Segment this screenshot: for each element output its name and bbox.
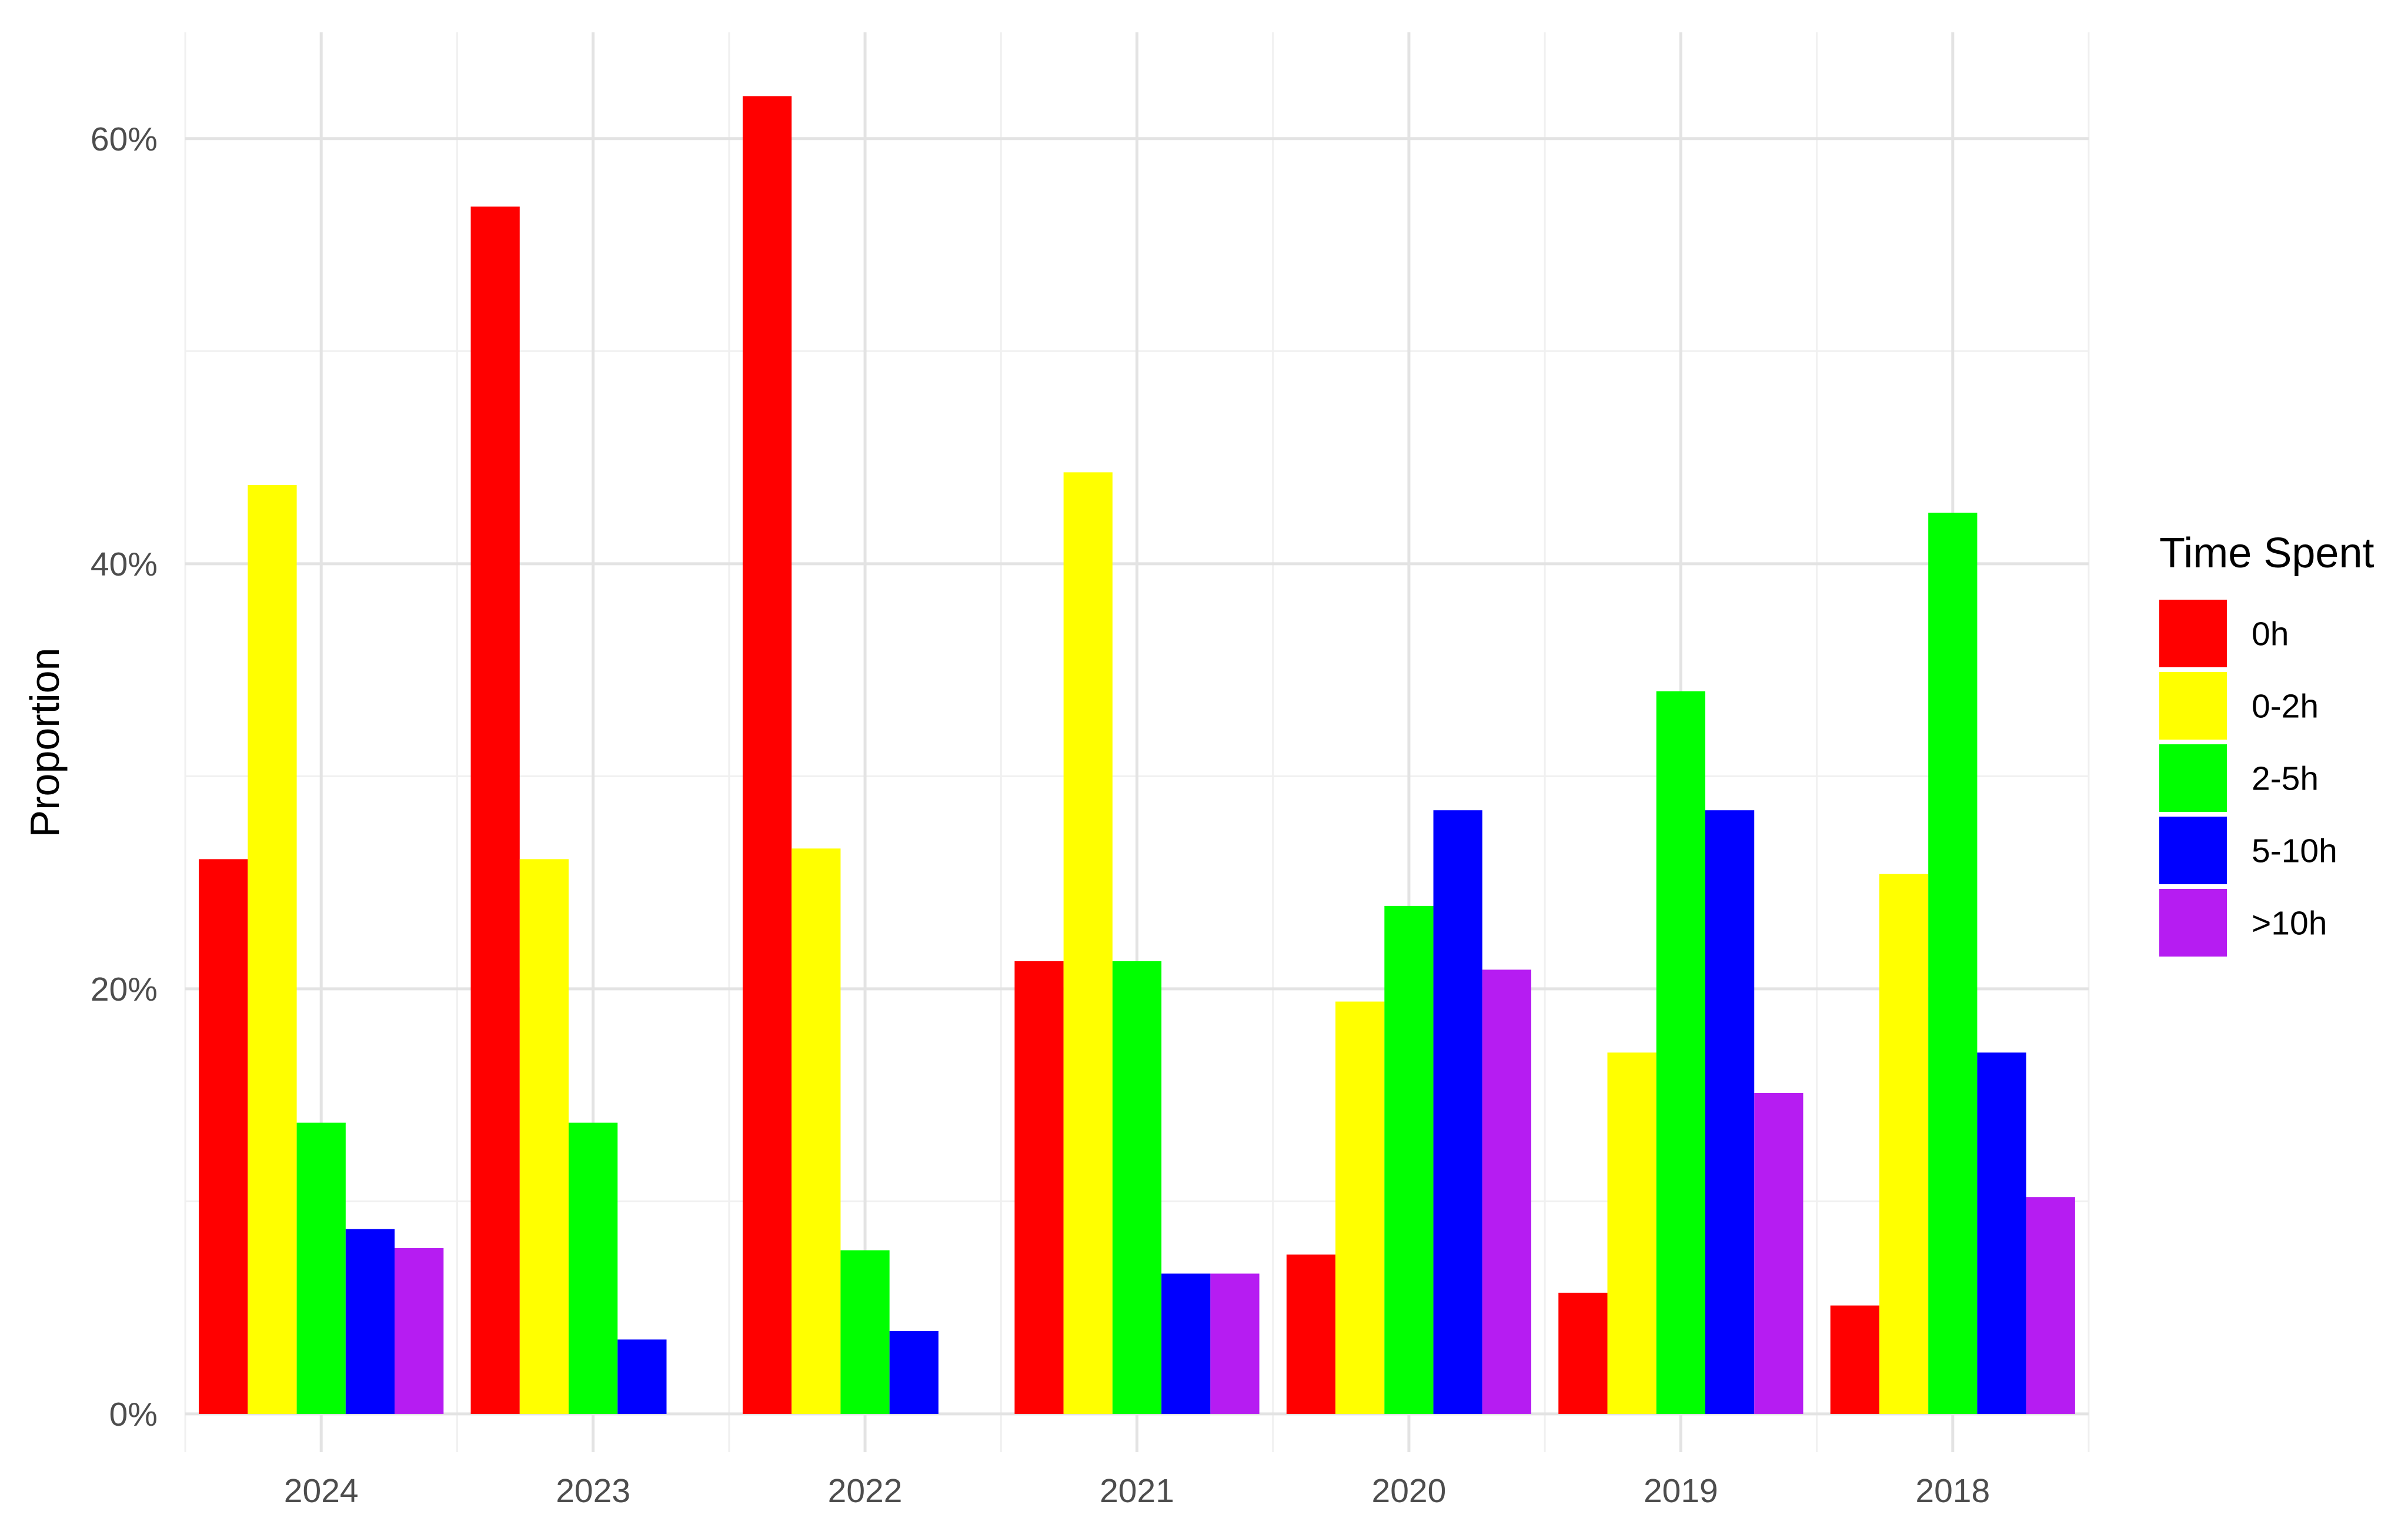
bar-2021-0-2h — [1063, 472, 1113, 1414]
bar-2020-5-10h — [1433, 810, 1482, 1414]
bar-2022-0h — [742, 96, 792, 1414]
x-tick-label: 2018 — [1915, 1472, 1990, 1510]
bar-2018->10h — [2026, 1197, 2075, 1414]
bar-2019-0-2h — [1607, 1052, 1656, 1414]
bar-2018-5-10h — [1977, 1052, 2026, 1414]
y-tick-label: 60% — [91, 121, 158, 158]
legend-title: Time Spent — [2159, 530, 2374, 577]
bar-2021-5-10h — [1161, 1273, 1211, 1414]
bar-2024-0h — [199, 859, 248, 1414]
legend-key->10h — [2159, 889, 2227, 957]
x-tick-label: 2021 — [1100, 1472, 1174, 1510]
x-tick-label: 2024 — [284, 1472, 359, 1510]
bar-2018-0-2h — [1879, 874, 1929, 1414]
x-tick-label: 2020 — [1372, 1472, 1447, 1510]
bar-2019-5-10h — [1705, 810, 1755, 1414]
bar-2021-2-5h — [1112, 961, 1162, 1414]
legend-label: 0h — [2252, 616, 2289, 653]
bar-2023-2-5h — [569, 1122, 618, 1414]
legend-key-2-5h — [2159, 744, 2227, 812]
y-tick-label: 40% — [91, 546, 158, 583]
legend-label: 2-5h — [2252, 760, 2319, 798]
bar-2023-0h — [470, 206, 520, 1414]
bar-2021->10h — [1210, 1273, 1260, 1414]
bar-2019-2-5h — [1656, 691, 1705, 1414]
legend-label: 5-10h — [2252, 832, 2337, 870]
bar-2024-0-2h — [248, 485, 297, 1414]
legend-label: 0-2h — [2252, 688, 2319, 725]
y-axis-title: Proportion — [22, 648, 68, 838]
bars — [199, 96, 2075, 1414]
bar-2018-2-5h — [1928, 513, 1978, 1414]
x-tick-label: 2023 — [556, 1472, 630, 1510]
bar-2020-2-5h — [1384, 905, 1434, 1414]
bar-2020-0-2h — [1335, 1001, 1385, 1414]
bar-2018-0h — [1830, 1305, 1879, 1414]
bar-2020->10h — [1482, 969, 1532, 1414]
bar-2021-0h — [1014, 961, 1064, 1414]
legend-key-5-10h — [2159, 817, 2227, 884]
bar-2024-5-10h — [345, 1229, 395, 1414]
axes: 0% 20% 40% 60% 2024 2023 2022 2021 2020 2019 2018 P… — [22, 121, 1990, 1510]
x-tick-label: 2019 — [1644, 1472, 1718, 1510]
y-tick-label: 20% — [91, 971, 158, 1008]
bar-2023-5-10h — [617, 1339, 667, 1414]
bar-2022-5-10h — [889, 1330, 939, 1414]
bar-2024-2-5h — [296, 1122, 346, 1414]
bar-2020-0h — [1286, 1254, 1336, 1414]
bar-2023-0-2h — [519, 859, 569, 1414]
x-tick-label: 2022 — [828, 1472, 903, 1510]
legend-key-0h — [2159, 600, 2227, 667]
bar-2022-2-5h — [840, 1250, 890, 1414]
legend-key-0-2h — [2159, 672, 2227, 740]
legend: Time Spent 0h 0-2h 2-5h 5-10h >10h — [2159, 530, 2374, 957]
bar-2022-0-2h — [791, 848, 841, 1414]
bar-2024->10h — [395, 1248, 444, 1414]
bar-2019-0h — [1558, 1292, 1608, 1414]
legend-label: >10h — [2252, 905, 2327, 942]
y-tick-label: 0% — [109, 1396, 158, 1433]
bar-2019->10h — [1754, 1093, 1804, 1414]
